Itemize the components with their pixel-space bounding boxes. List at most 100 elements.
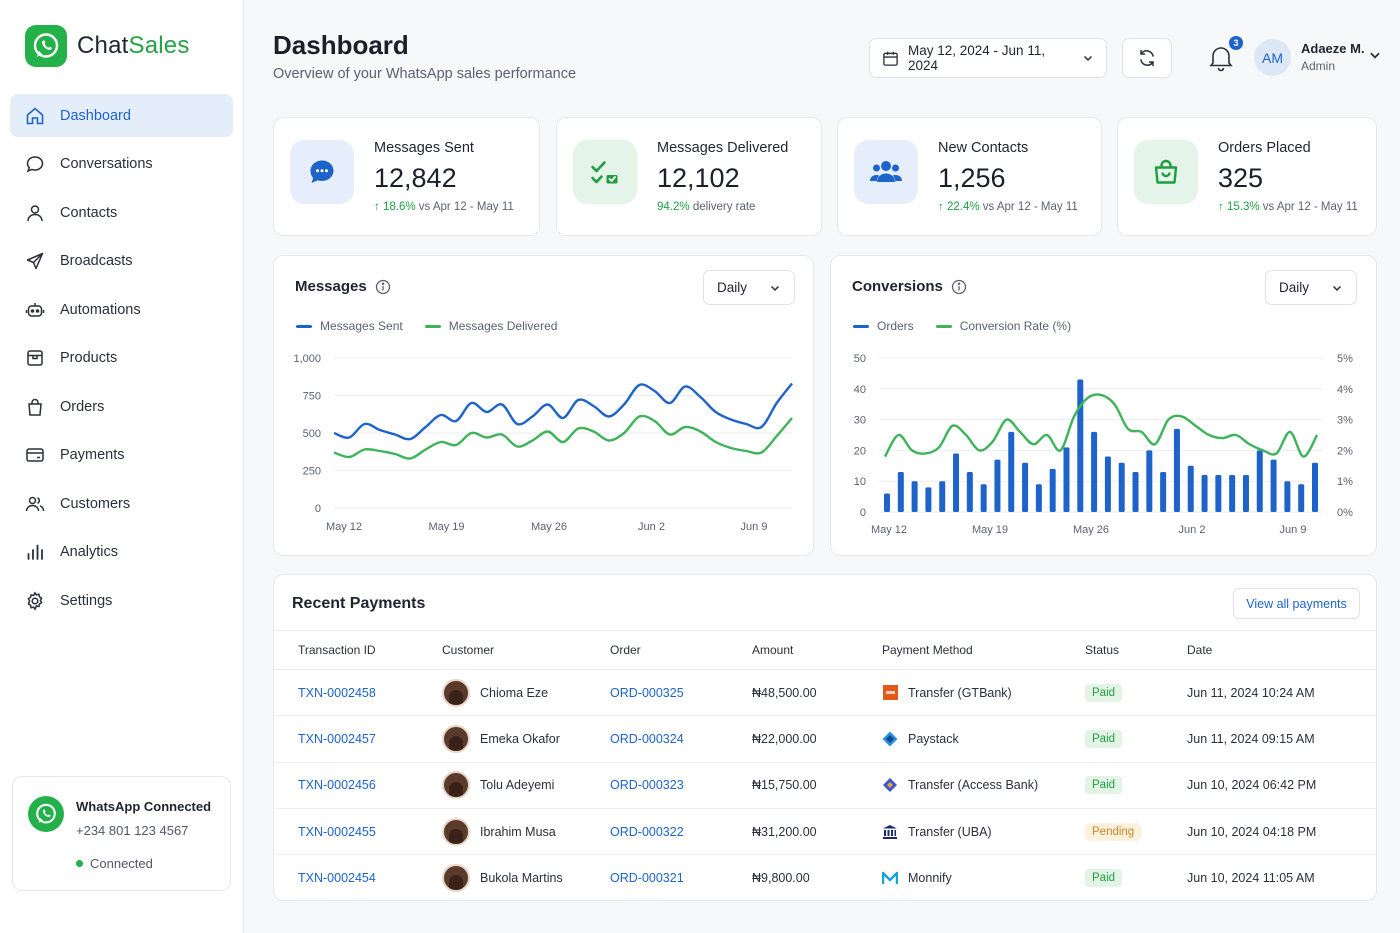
sidebar-item-label: Settings <box>60 592 113 609</box>
sidebar-item-label: Analytics <box>60 544 119 560</box>
view-all-payments-button[interactable]: View all payments <box>1233 588 1360 619</box>
x-tick-label: Jun 2 <box>638 521 665 533</box>
table-row[interactable]: TXN-0002454 Bukola Martins ORD-000321 ₦9… <box>274 855 1376 901</box>
user-menu-chevron-icon[interactable] <box>1368 48 1382 62</box>
column-header[interactable]: Date <box>1187 630 1376 670</box>
sidebar: ChatSales Dashboard Conversations Contac… <box>0 0 244 933</box>
series-line <box>333 414 793 460</box>
sidebar-item-products[interactable]: Products <box>10 337 233 380</box>
y-tick-label: 0 <box>315 503 321 515</box>
sidebar-item-label: Contacts <box>60 204 118 221</box>
order-id-link[interactable]: ORD-000324 <box>610 731 684 746</box>
status-badge: Paid <box>1085 869 1123 888</box>
conversions-period-select[interactable]: Daily <box>1265 270 1357 305</box>
gtbank-icon <box>882 685 898 701</box>
x-tick-label: May 19 <box>428 521 464 533</box>
bar <box>1229 475 1236 512</box>
info-icon[interactable] <box>951 279 967 295</box>
info-icon[interactable] <box>375 279 391 295</box>
stat-label: Orders Placed <box>1218 140 1311 156</box>
sidebar-item-orders[interactable]: Orders <box>10 385 233 428</box>
sidebar-item-conversations[interactable]: Conversations <box>10 143 233 186</box>
column-header[interactable]: Status <box>1085 630 1187 670</box>
payment-method: Paystack <box>908 731 959 746</box>
column-header[interactable]: Customer <box>442 630 610 670</box>
bar <box>1256 450 1263 512</box>
table-row[interactable]: TXN-0002458 Chioma Eze ORD-000325 ₦48,50… <box>274 669 1376 717</box>
chevron-down-icon <box>770 285 780 291</box>
table-row[interactable]: TXN-0002456 Tolu Adeyemi ORD-000323 ₦15,… <box>274 762 1376 809</box>
y-tick-label: 40 <box>854 384 866 396</box>
column-header[interactable]: Payment Method <box>882 630 1085 670</box>
column-header[interactable]: Order <box>610 630 752 670</box>
sidebar-item-payments[interactable]: Payments <box>10 434 233 477</box>
order-id-link[interactable]: ORD-000323 <box>610 778 684 793</box>
y-tick-label: 50 <box>854 353 866 365</box>
order-id-link[interactable]: ORD-000321 <box>610 871 684 886</box>
table-row[interactable]: TXN-0002455 Ibrahim Musa ORD-000322 ₦31,… <box>274 808 1376 856</box>
customer-avatar <box>442 771 470 800</box>
bar <box>1008 431 1015 512</box>
transaction-id-link[interactable]: TXN-0002458 <box>298 685 376 700</box>
robot-icon <box>25 302 45 317</box>
bar <box>1160 471 1167 512</box>
user-name[interactable]: Adaeze M. <box>1301 41 1365 56</box>
table-row[interactable]: TXN-0002457 Emeka Okafor ORD-000324 ₦22,… <box>274 715 1376 763</box>
customer-avatar <box>442 678 470 707</box>
refresh-icon <box>1140 49 1154 67</box>
brand[interactable]: ChatSales <box>25 25 190 67</box>
sidebar-item-settings[interactable]: Settings <box>10 579 233 622</box>
transaction-id-link[interactable]: TXN-0002457 <box>298 731 376 746</box>
customer-name: Tolu Adeyemi <box>480 778 555 793</box>
bar <box>980 484 987 512</box>
sidebar-item-broadcasts[interactable]: Broadcasts <box>10 240 233 283</box>
amount: ₦22,000.00 <box>752 715 882 763</box>
sidebar-item-automations[interactable]: Automations <box>10 288 233 331</box>
stat-label: Messages Delivered <box>657 140 789 156</box>
payment-method: Transfer (UBA) <box>908 824 992 839</box>
sidebar-item-customers[interactable]: Customers <box>10 482 233 525</box>
stat-value: 325 <box>1218 163 1264 193</box>
customer-name: Chioma Eze <box>480 685 549 700</box>
payment-date: Jun 11, 2024 10:24 AM <box>1187 669 1376 717</box>
order-id-link[interactable]: ORD-000325 <box>610 685 684 700</box>
column-header[interactable]: Amount <box>752 630 882 670</box>
y2-tick-label: 2% <box>1337 445 1353 457</box>
y2-tick-label: 5% <box>1337 353 1353 365</box>
stat-value: 1,256 <box>938 163 1006 193</box>
payment-method: Transfer (GTBank) <box>908 685 1012 700</box>
transaction-id-link[interactable]: TXN-0002456 <box>298 778 376 793</box>
sidebar-item-analytics[interactable]: Analytics <box>10 531 233 574</box>
avatar[interactable]: AM <box>1254 39 1291 76</box>
column-header[interactable]: Transaction ID <box>274 630 442 670</box>
bar <box>1035 484 1042 512</box>
transaction-id-link[interactable]: TXN-0002454 <box>298 871 376 886</box>
notifications-button[interactable] <box>1208 44 1238 74</box>
date-range-picker[interactable]: May 12, 2024 - Jun 11, 2024 <box>869 38 1107 78</box>
bar <box>1063 447 1070 512</box>
x-tick-label: Jun 9 <box>1280 524 1307 536</box>
connection-status: Connected <box>76 856 153 871</box>
order-id-link[interactable]: ORD-000322 <box>610 824 684 839</box>
stat-label: Messages Sent <box>374 140 474 156</box>
legend-item: Conversion Rate (%) <box>935 319 1071 333</box>
y-tick-label: 1,000 <box>293 353 321 365</box>
home-icon <box>26 106 44 124</box>
transaction-id-link[interactable]: TXN-0002455 <box>298 824 376 839</box>
payments-table: Transaction ID Customer Order Amount Pay… <box>274 630 1376 901</box>
users-icon <box>854 140 918 204</box>
bar <box>939 481 946 512</box>
messages-period-select[interactable]: Daily <box>703 270 795 305</box>
sidebar-item-dashboard[interactable]: Dashboard <box>10 94 233 137</box>
bar <box>1118 462 1125 512</box>
stat-change: 94.2% delivery rate <box>657 201 756 213</box>
bar <box>1132 471 1139 512</box>
refresh-button[interactable] <box>1122 38 1172 78</box>
amount: ₦15,750.00 <box>752 762 882 809</box>
sidebar-item-contacts[interactable]: Contacts <box>10 191 233 234</box>
y-tick-label: 750 <box>303 391 321 403</box>
page-title: Dashboard <box>273 30 409 60</box>
stat-value: 12,102 <box>657 163 740 193</box>
conversions-chart-card: Conversions Daily Orders Conversion Rate… <box>830 255 1377 556</box>
bar <box>1049 468 1056 512</box>
